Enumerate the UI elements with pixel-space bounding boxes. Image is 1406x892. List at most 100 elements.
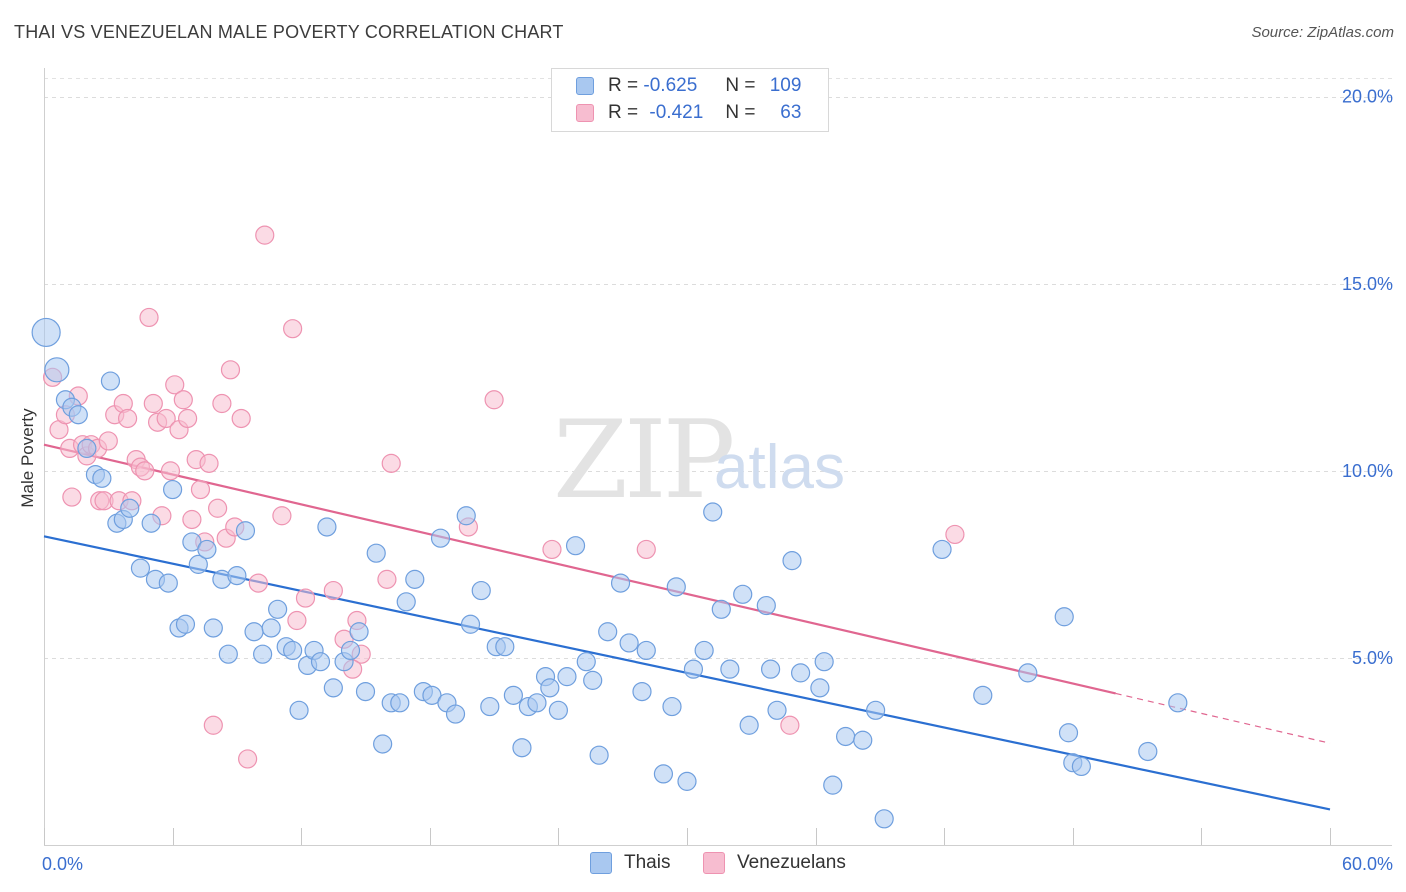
venezuelans-point xyxy=(283,319,303,339)
venezuelans-point xyxy=(160,461,181,481)
thais-point xyxy=(810,678,830,698)
y-tick-label: 15.0% xyxy=(1342,274,1393,294)
venezuelans-point xyxy=(780,715,800,735)
thais-point xyxy=(814,652,834,672)
thais-point xyxy=(268,599,288,619)
venezuelans-point xyxy=(945,524,965,545)
thais-point xyxy=(683,659,704,679)
legend-r-label: R = xyxy=(608,75,639,96)
thais-point xyxy=(1058,723,1079,743)
venezuelans-point xyxy=(272,506,292,526)
thais-point xyxy=(310,652,331,672)
thais-point xyxy=(666,577,686,597)
legend-n-value: 109 xyxy=(769,75,802,96)
x-tick-label-max: 60.0% xyxy=(1342,854,1393,874)
thais-point xyxy=(720,659,740,679)
thais-point xyxy=(512,738,532,758)
thais-point xyxy=(340,640,361,661)
thais-point xyxy=(874,809,894,829)
bottom-legend-thais: Thais xyxy=(590,852,670,874)
thais-points xyxy=(31,317,1188,829)
x-tick-label-min: 0.0% xyxy=(42,854,83,874)
legend-n-label: N = xyxy=(725,75,756,96)
thais-point xyxy=(760,659,781,679)
thais-point xyxy=(662,696,682,717)
thais-point xyxy=(120,498,140,518)
legend-r-value: -0.625 xyxy=(643,75,698,96)
thais-point xyxy=(576,652,596,672)
thais-point xyxy=(836,726,856,747)
thais-point xyxy=(158,573,178,593)
thais-point xyxy=(323,678,343,698)
correlation-legend: R = -0.625 N = 109 R = -0.421 N = 63 xyxy=(551,68,829,132)
venezuelans-point xyxy=(212,393,232,414)
thais-point xyxy=(68,405,88,425)
venezuelans-points xyxy=(42,225,965,769)
thais-point xyxy=(619,633,639,653)
thais-point xyxy=(853,730,873,750)
venezuelans-point xyxy=(62,487,82,507)
venezuelans-point xyxy=(636,539,656,560)
venezuelans-legend-icon xyxy=(703,852,725,874)
thais-point xyxy=(373,734,393,754)
thais-point xyxy=(390,693,410,713)
venezuelans-point xyxy=(238,749,258,769)
venezuelans-point xyxy=(199,453,219,473)
thais-point xyxy=(632,681,652,702)
venezuelans-point xyxy=(190,479,211,500)
thais-point xyxy=(100,371,121,391)
venezuelans-point xyxy=(139,307,159,328)
bottom-legend-thais-label: Thais xyxy=(624,852,671,873)
watermark-zip: ZIP xyxy=(553,398,735,523)
chart-title: THAI VS VENEZUELAN MALE POVERTY CORRELAT… xyxy=(14,22,564,42)
thais-point xyxy=(471,580,491,601)
bottom-legend-venezuelans-label: Venezuelans xyxy=(737,852,846,873)
source-label: Source: ZipAtlas.com xyxy=(1251,24,1394,41)
thais-point xyxy=(694,640,714,661)
thais-point xyxy=(790,663,811,683)
venezuelans-point xyxy=(203,715,223,735)
thais-point xyxy=(253,644,273,664)
venezuelans-point xyxy=(178,408,198,429)
thais-point xyxy=(163,479,183,500)
thais-point xyxy=(973,685,993,705)
thais-point xyxy=(1018,663,1038,683)
thais-point xyxy=(540,678,560,698)
thais-point xyxy=(767,700,787,720)
venezuelans-point xyxy=(117,408,138,429)
venezuelans-swatch-icon xyxy=(576,104,594,122)
thais-point xyxy=(460,614,481,634)
y-tick-label: 20.0% xyxy=(1342,87,1393,107)
thais-point xyxy=(44,357,70,383)
venezuelans-point xyxy=(135,461,155,481)
thais-point xyxy=(636,640,656,661)
thais-point xyxy=(317,517,337,537)
venezuelans-trend-line xyxy=(43,443,1116,695)
venezuelans-point xyxy=(143,393,163,414)
venezuelans-point xyxy=(156,408,176,429)
thais-point xyxy=(261,618,281,638)
thais-point xyxy=(289,700,309,720)
watermark-atlas: atlas xyxy=(714,433,845,502)
axes xyxy=(44,68,1392,846)
thais-point xyxy=(932,539,952,560)
venezuelans-trend-line-extension xyxy=(1115,692,1331,744)
thais-point xyxy=(430,528,451,548)
venezuelans-point xyxy=(173,390,193,410)
venezuelans-point xyxy=(98,431,118,451)
thais-point xyxy=(31,317,61,348)
thais-point xyxy=(188,554,208,574)
venezuelans-point xyxy=(220,360,241,380)
thais-point xyxy=(141,513,161,533)
y-tick-labels: 5.0% 10.0% 15.0% 20.0% xyxy=(1342,87,1393,668)
thais-point xyxy=(583,670,603,690)
thais-point xyxy=(92,468,112,488)
thais-legend-icon xyxy=(590,852,612,874)
venezuelans-point xyxy=(377,569,397,589)
thais-point xyxy=(456,506,476,526)
venezuelans-point xyxy=(542,539,562,560)
venezuelans-point xyxy=(165,375,185,395)
y-tick-label: 5.0% xyxy=(1352,648,1393,668)
x-ticks xyxy=(44,828,1331,845)
